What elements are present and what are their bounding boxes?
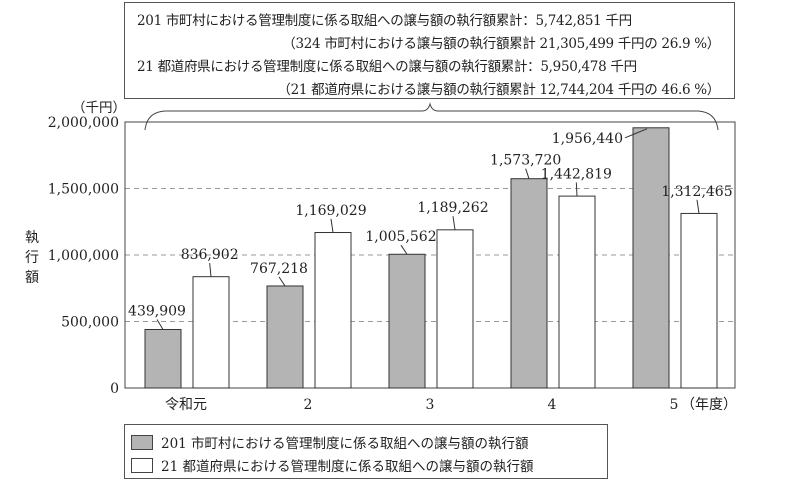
summary-prefectural-total: 21 都道府県における管理制度に係る取組への譲与額の執行額累計：5,950,47…	[137, 59, 637, 75]
x-tick-label: 3	[426, 397, 435, 413]
y-tick-label: 1,000,000	[48, 248, 119, 264]
bar-municipal	[388, 253, 426, 389]
legend-label-municipal: 201 市町村における管理制度に係る取組への譲与額の執行額	[161, 436, 529, 452]
y-axis-title: 執行額	[25, 230, 39, 286]
y-tick-label: 2,000,000	[48, 115, 119, 131]
data-label: 1,573,720	[490, 153, 561, 169]
x-tick-label: 2	[304, 397, 313, 413]
bar-prefectural	[192, 276, 230, 389]
bar-prefectural	[436, 229, 474, 389]
brace-icon	[144, 102, 719, 131]
bar-chart: 0 500,000 1,000,000 1,500,000 2,000,000 439,9…	[48, 102, 737, 413]
leader-line	[330, 218, 334, 233]
bar-prefectural	[680, 212, 718, 389]
legend-swatch-white	[131, 457, 153, 473]
bar-municipal	[266, 285, 304, 389]
bar-municipal	[632, 127, 670, 389]
leader-line	[400, 244, 408, 255]
legend-label-prefectural: 21 都道府県における管理制度に係る取組への譲与額の執行額	[161, 459, 534, 475]
data-label: 1,189,262	[417, 200, 488, 216]
data-label: 836,902	[181, 247, 239, 263]
y-unit-label: （千円）	[72, 100, 126, 116]
x-tick-label: 令和元	[165, 397, 207, 413]
leader-line	[452, 216, 456, 230]
legend-item-prefectural: 21 都道府県における管理制度に係る取組への譲与額の執行額	[131, 455, 533, 475]
data-label: 767,218	[250, 261, 308, 277]
summary-box: 201 市町村における管理制度に係る取組への譲与額の執行額累計：5,742,85…	[124, 2, 735, 99]
y-tick-label: 0	[110, 381, 119, 397]
leader-line	[525, 168, 530, 179]
plot-frame	[124, 121, 736, 389]
data-label: 439,909	[128, 303, 186, 319]
x-unit-label: （年度）	[681, 397, 737, 413]
legend-item-municipal: 201 市町村における管理制度に係る取組への譲与額の執行額	[131, 432, 529, 452]
x-tick-label: 4	[548, 397, 557, 413]
data-label: 1,005,562	[365, 229, 436, 245]
bar-prefectural	[314, 232, 352, 389]
leader-line	[575, 182, 578, 197]
leader-line	[209, 263, 212, 277]
summary-municipal-total: 201 市町村における管理制度に係る取組への譲与額の執行額累計：5,742,85…	[137, 13, 632, 29]
legend-swatch-gray	[131, 434, 153, 450]
data-label: 1,956,440	[552, 131, 623, 147]
leader-line	[696, 199, 700, 214]
leader-line	[156, 319, 164, 330]
x-tick-label: 5	[670, 397, 679, 413]
legend: 201 市町村における管理制度に係る取組への譲与額の執行額 21 都道府県におけ…	[124, 424, 608, 479]
y-tick-label: 1,500,000	[48, 182, 119, 198]
bar-prefectural	[558, 195, 596, 389]
bar-municipal	[510, 178, 548, 389]
data-label: 1,442,819	[541, 166, 612, 182]
y-tick-label: 500,000	[61, 315, 119, 331]
summary-prefectural-share: （21 都道府県における譲与額の執行額累計 12,744,204 千円の 46.…	[277, 82, 720, 98]
bar-municipal	[144, 328, 182, 389]
leader-line	[624, 128, 648, 139]
data-label: 1,312,465	[661, 184, 732, 200]
data-label: 1,169,029	[295, 203, 366, 219]
leader-line	[278, 276, 286, 287]
summary-municipal-share: （324 市町村における譲与額の執行額累計 21,305,499 千円の 26.…	[282, 36, 720, 52]
